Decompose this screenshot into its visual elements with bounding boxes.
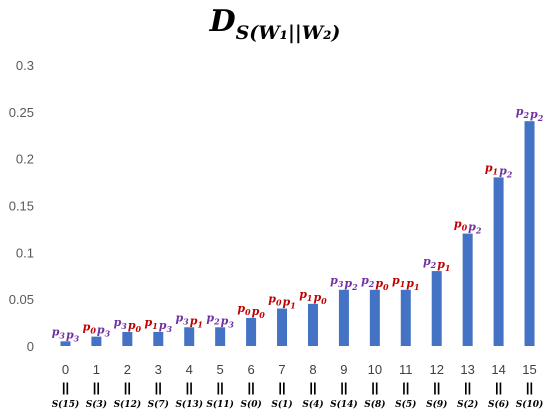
equivalence-separator: || [402,380,409,395]
equivalence-separator: || [495,380,502,395]
bar [307,303,318,346]
x-sublabel: S(6) [488,399,509,410]
y-tick-label: 0.2 [16,152,34,167]
x-sublabel: S(2) [457,399,478,410]
bar-annotation: p2p0 [361,274,389,292]
bar [277,308,288,346]
bar-annotation: p1p3 [145,316,173,334]
x-tick-label: 5 [217,362,224,377]
equivalence-separator: || [340,380,347,395]
bar-annotation: p3p3 [52,325,80,343]
x-tick-label: 1 [93,362,100,377]
bar [462,233,473,346]
equivalence-separator: || [124,380,131,395]
x-sublabel: S(10) [516,399,544,410]
bar [493,177,504,346]
equivalence-separator: || [309,380,316,395]
bar-annotation: p0p0 [237,302,265,320]
bar-annotation: p3p2 [330,274,358,292]
bar-annotation: p0p3 [83,321,111,339]
y-tick-label: 0.3 [16,58,34,73]
equivalence-separator: || [93,380,100,395]
y-tick-label: 0 [27,339,34,354]
x-sublabel: S(1) [271,399,292,410]
bar-annotation: p1p2 [485,161,513,179]
bar [400,289,411,346]
bar [122,331,133,346]
equivalence-separator: || [186,380,193,395]
bar [91,336,102,346]
x-sublabel: S(12) [114,399,142,410]
x-sublabel: S(13) [175,399,203,410]
equivalence-separator: || [62,380,69,395]
x-tick-label: 0 [62,362,69,377]
bar-annotation: p0p2 [454,218,482,236]
bar-annotation: p2p1 [423,255,451,273]
x-tick-label: 12 [429,362,443,377]
equivalence-separator: || [433,380,440,395]
bar-annotation: p3p1 [175,311,203,329]
bar [524,121,535,346]
bar-annotation: p3p0 [114,316,142,334]
equivalence-separator: || [278,380,285,395]
equivalence-separator: || [217,380,224,395]
x-tick-label: 3 [155,362,162,377]
bar [246,317,257,346]
x-tick-label: 4 [186,362,193,377]
y-tick-label: 0.05 [9,292,34,307]
x-tick-label: 11 [399,362,413,377]
x-sublabel: S(9) [426,399,447,410]
bar [60,341,71,346]
chart-title-sub: S(W₁||W₂) [235,22,341,44]
x-sublabel: S(7) [148,399,169,410]
equivalence-separator: || [371,380,378,395]
x-sublabel: S(14) [330,399,358,410]
x-tick-label: 6 [247,362,254,377]
bar [184,327,195,346]
x-tick-label: 2 [124,362,131,377]
bar [369,289,380,346]
x-sublabel: S(15) [52,399,80,410]
y-tick-label: 0.15 [9,199,34,214]
equivalence-separator: || [155,380,162,395]
chart-title-main: D [209,4,236,39]
x-tick-label: 14 [491,362,505,377]
x-tick-label: 9 [340,362,347,377]
x-tick-label: 13 [460,362,474,377]
equivalence-separator: || [464,380,471,395]
bar-annotation: p0p1 [268,293,296,311]
x-tick-label: 8 [309,362,316,377]
bar-annotation: p2p3 [206,311,234,329]
bar [153,331,164,346]
x-sublabel: S(0) [240,399,261,410]
x-sublabel: S(11) [206,399,234,410]
x-tick-label: 15 [522,362,536,377]
x-sublabel: S(4) [302,399,323,410]
x-sublabel: S(5) [395,399,416,410]
bar-annotation: p1p1 [392,274,420,292]
y-tick-label: 0.25 [9,105,34,120]
bar [338,289,349,346]
x-sublabel: S(8) [364,399,385,410]
x-tick-label: 10 [368,362,382,377]
x-tick-label: 7 [278,362,285,377]
bar [215,327,226,346]
chart-title: DS(W₁||W₂) [0,4,550,44]
equivalence-separator: || [526,380,533,395]
x-sublabel: S(3) [86,399,107,410]
bar-annotation: p2p2 [516,105,544,123]
bar-annotation: p1p0 [299,288,327,306]
bar [431,271,442,346]
equivalence-separator: || [247,380,254,395]
y-tick-label: 0.1 [16,245,34,260]
